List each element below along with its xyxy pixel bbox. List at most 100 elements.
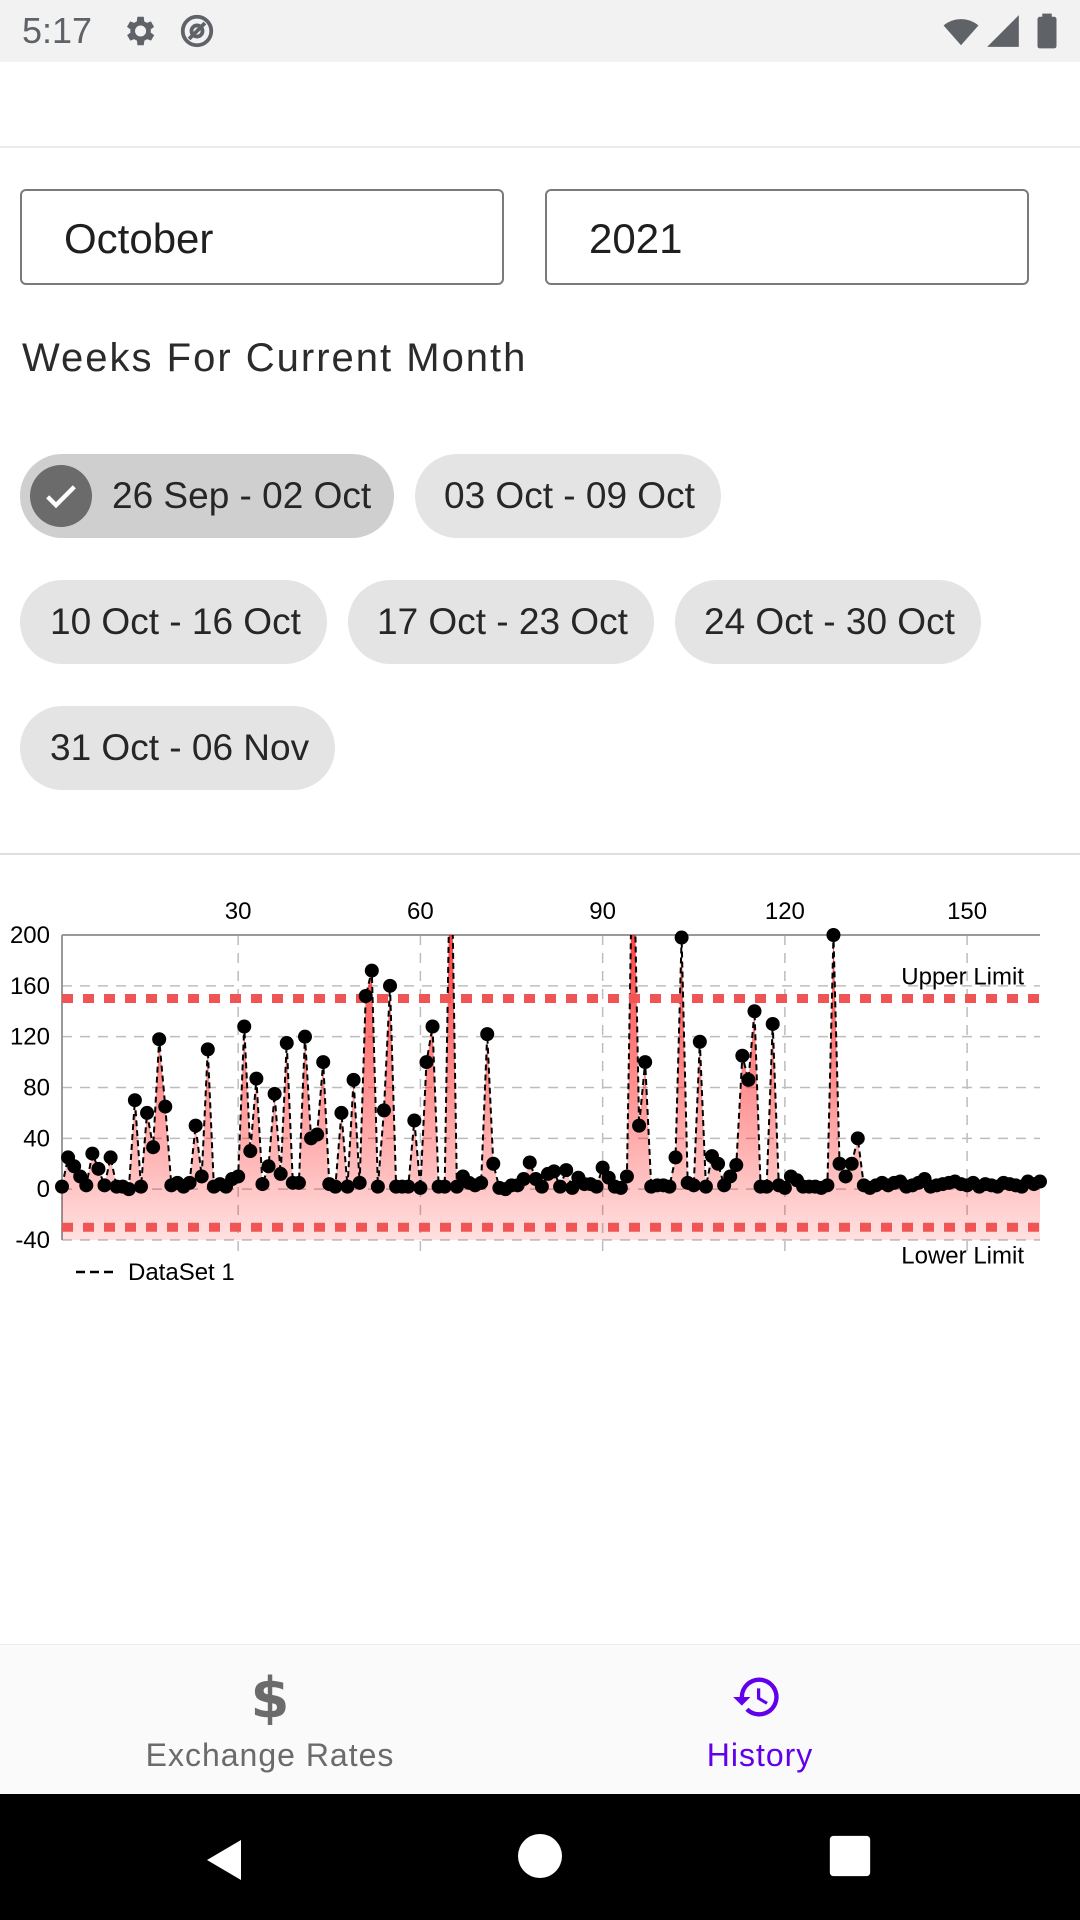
- data-point: [291, 1175, 306, 1190]
- data-point: [777, 1180, 792, 1195]
- data-point: [425, 1019, 440, 1034]
- signal-icon: [987, 15, 1019, 47]
- data-point: [735, 1048, 750, 1063]
- limit-line-label: Lower Limit: [901, 1242, 1024, 1269]
- week-chip-6[interactable]: 31 Oct - 06 Nov: [20, 706, 335, 790]
- data-point: [364, 963, 379, 978]
- data-point: [55, 1179, 69, 1194]
- data-point: [437, 1179, 452, 1194]
- back-icon[interactable]: [200, 1836, 250, 1884]
- data-point: [668, 1150, 683, 1165]
- data-point: [765, 1016, 780, 1031]
- check-icon: [30, 465, 92, 527]
- data-point: [310, 1127, 325, 1142]
- data-point: [559, 1163, 574, 1178]
- data-point: [698, 1179, 713, 1194]
- week-chip-label: 26 Sep - 02 Oct: [112, 475, 372, 516]
- data-point: [486, 1156, 501, 1171]
- x-tick-label: 60: [407, 898, 434, 925]
- data-point: [522, 1155, 537, 1170]
- data-point: [619, 1169, 634, 1184]
- data-point: [723, 1169, 738, 1184]
- data-point: [340, 1179, 355, 1194]
- y-tick-label: 160: [10, 973, 50, 1000]
- data-point: [97, 1178, 112, 1193]
- y-tick-label: 200: [10, 922, 50, 949]
- data-point: [474, 1175, 489, 1190]
- data-point: [91, 1161, 106, 1176]
- data-point: [140, 1105, 155, 1120]
- data-point: [1033, 1174, 1047, 1189]
- y-tick-label: 40: [23, 1125, 50, 1152]
- week-chip-label: 31 Oct - 06 Nov: [50, 727, 310, 768]
- data-point: [200, 1042, 215, 1057]
- data-point: [613, 1180, 628, 1195]
- week-chip-label: 10 Oct - 16 Oct: [50, 601, 301, 642]
- data-point: [547, 1164, 562, 1179]
- nav-label-exchange-rates: Exchange Rates: [145, 1737, 395, 1773]
- week-chip-label: 24 Oct - 30 Oct: [704, 601, 955, 642]
- status-time: 5:17: [22, 10, 93, 51]
- data-point: [376, 1103, 391, 1118]
- nav-exchange-rates[interactable]: $ Exchange Rates: [0, 1645, 540, 1795]
- svg-text:$: $: [251, 1669, 290, 1725]
- app-bar: [0, 62, 1080, 148]
- data-point: [346, 1072, 361, 1087]
- data-point: [297, 1029, 312, 1044]
- week-chip-3[interactable]: 10 Oct - 16 Oct: [20, 580, 327, 664]
- settings-gear-icon: [126, 16, 155, 46]
- data-point: [182, 1175, 197, 1190]
- y-tick-label: 120: [10, 1024, 50, 1051]
- data-point: [674, 930, 689, 945]
- week-chip-label: 03 Oct - 09 Oct: [444, 475, 695, 516]
- status-bar: 5:17: [0, 0, 1080, 62]
- home-icon[interactable]: [516, 1832, 564, 1880]
- year-value: 2021: [589, 215, 683, 262]
- year-field[interactable]: 2021: [545, 189, 1029, 285]
- data-point: [401, 1179, 416, 1194]
- week-chip-4[interactable]: 17 Oct - 23 Oct: [348, 580, 654, 664]
- data-point: [146, 1140, 161, 1155]
- legend-label: DataSet 1: [128, 1259, 235, 1286]
- data-point: [686, 1178, 701, 1193]
- data-point: [261, 1159, 276, 1174]
- data-point: [516, 1172, 531, 1186]
- y-tick-label: -40: [15, 1227, 50, 1254]
- data-point: [595, 1160, 610, 1175]
- dollar-icon: $: [251, 1669, 290, 1725]
- history-icon: [733, 1677, 779, 1717]
- data-point: [231, 1169, 246, 1184]
- month-value: October: [64, 215, 214, 262]
- data-point: [316, 1055, 331, 1070]
- x-tick-label: 150: [947, 898, 987, 925]
- at-sign-icon: [180, 14, 214, 48]
- month-field[interactable]: October: [20, 189, 504, 285]
- data-point: [480, 1027, 495, 1042]
- nav-label-history: History: [706, 1737, 814, 1773]
- data-point: [255, 1177, 270, 1192]
- data-point: [565, 1180, 580, 1195]
- data-point: [826, 928, 841, 942]
- week-chip-5[interactable]: 24 Oct - 30 Oct: [675, 580, 981, 664]
- x-tick-label: 120: [765, 898, 805, 925]
- week-chip-1[interactable]: 26 Sep - 02 Oct: [20, 454, 394, 538]
- data-point: [589, 1179, 604, 1194]
- data-point: [249, 1071, 264, 1086]
- data-point: [729, 1158, 744, 1173]
- data-point: [273, 1166, 288, 1181]
- data-point: [692, 1034, 707, 1049]
- week-chip-2[interactable]: 03 Oct - 09 Oct: [415, 454, 721, 538]
- data-point: [67, 1159, 82, 1174]
- data-point: [352, 1175, 367, 1190]
- data-point: [243, 1144, 258, 1159]
- data-point: [419, 1055, 434, 1070]
- recents-icon[interactable]: [828, 1834, 872, 1878]
- data-point: [632, 1118, 647, 1133]
- data-point: [188, 1118, 203, 1133]
- data-point: [449, 1179, 464, 1194]
- data-point: [407, 1113, 422, 1128]
- history-line-chart: 30 60 90 120 150 200 160 120 80 40 0 -40 Upper Limit…: [10, 898, 1047, 1286]
- nav-history[interactable]: History: [490, 1645, 1030, 1795]
- data-point: [844, 1156, 859, 1171]
- limit-line-label: Upper Limit: [901, 964, 1024, 991]
